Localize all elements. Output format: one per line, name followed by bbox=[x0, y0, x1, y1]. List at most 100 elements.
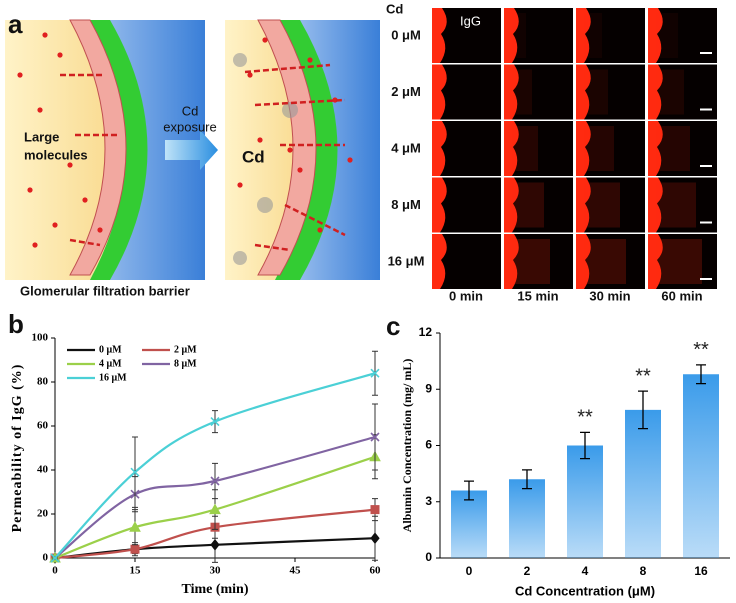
marker bbox=[210, 476, 220, 486]
x-tick-label: 60 bbox=[370, 565, 382, 577]
fluorescence bbox=[432, 121, 447, 176]
fluorescence bbox=[504, 177, 519, 233]
diagram-label: molecules bbox=[24, 147, 88, 162]
diffusion-glow bbox=[656, 239, 702, 284]
legend-label: 4 μM bbox=[99, 358, 122, 369]
significance-label: ** bbox=[635, 365, 651, 387]
arrow bbox=[165, 130, 218, 170]
error-bar bbox=[696, 364, 706, 385]
molecule bbox=[17, 72, 23, 78]
fluorescence bbox=[648, 8, 663, 63]
diffusion-glow bbox=[656, 182, 696, 228]
fluorescence bbox=[576, 121, 591, 176]
x-tick-label: 16 bbox=[694, 564, 708, 578]
diffusion-arrow bbox=[69, 238, 101, 247]
x-tick-label: 15 bbox=[130, 565, 142, 577]
fluorescence bbox=[504, 64, 519, 120]
diffusion-glow bbox=[512, 239, 550, 284]
x-tick-label: 4 bbox=[582, 564, 589, 578]
molecules bbox=[17, 32, 353, 252]
microscopy-header: Cd bbox=[386, 1, 403, 16]
diffusion-glow bbox=[656, 69, 684, 115]
molecule bbox=[97, 227, 103, 233]
diffusion-glow bbox=[656, 13, 678, 58]
microscopy: 0 μM 2 μM 4 μM 8 μM 16 μM 0 min 15 min 30 min 60… bbox=[388, 8, 717, 303]
y-tick-label: 12 bbox=[419, 325, 433, 339]
molecule bbox=[52, 222, 58, 228]
molecule bbox=[32, 242, 38, 248]
marker bbox=[370, 368, 380, 378]
diffusion-glow bbox=[584, 13, 602, 58]
fluorescence bbox=[648, 64, 663, 120]
marker bbox=[210, 417, 220, 427]
column-label: 60 min bbox=[661, 288, 702, 303]
line bbox=[54, 455, 376, 560]
x-tick-label: 45 bbox=[290, 565, 302, 577]
fluorescence bbox=[432, 177, 447, 233]
molecule bbox=[317, 227, 323, 233]
y-tick-label: 3 bbox=[425, 494, 432, 508]
y-tick-label: 6 bbox=[425, 438, 432, 452]
row-label: 2 μM bbox=[391, 84, 421, 99]
x-axis-label: Cd Concentration (μM) bbox=[515, 583, 655, 598]
diffusion-glow bbox=[584, 69, 608, 115]
row-label: 8 μM bbox=[391, 197, 421, 212]
error-bar bbox=[464, 480, 474, 501]
marker bbox=[130, 467, 140, 477]
bar bbox=[683, 374, 719, 558]
stain-label: IgG bbox=[460, 13, 481, 28]
fluorescence bbox=[648, 177, 663, 233]
diffusion-arrow bbox=[244, 63, 331, 74]
fluorescence bbox=[504, 8, 519, 63]
x-axis-label: Time (min) bbox=[181, 582, 248, 597]
diffusion-glow bbox=[512, 69, 532, 115]
bar bbox=[625, 409, 661, 558]
molecule bbox=[57, 52, 63, 58]
molecule bbox=[67, 162, 73, 168]
error-bar bbox=[638, 390, 648, 430]
diagram-caption: Glomerular filtration barrier bbox=[20, 283, 190, 298]
panel-label: a bbox=[8, 9, 23, 39]
y-axis-label: Permeability of IgG (%) bbox=[10, 364, 25, 533]
diffusion-glow bbox=[584, 182, 620, 228]
fluorescence bbox=[576, 234, 591, 289]
molecule bbox=[262, 37, 268, 43]
error-bar bbox=[580, 431, 590, 460]
molecule bbox=[27, 187, 33, 193]
diffusion-arrow bbox=[284, 203, 346, 237]
line bbox=[54, 372, 376, 559]
diffusion-glow bbox=[512, 13, 526, 58]
column-label: 15 min bbox=[517, 288, 558, 303]
molecule bbox=[247, 72, 253, 78]
diffusion-glow bbox=[512, 126, 538, 171]
row-label: 16 μM bbox=[388, 253, 425, 268]
panel-label: c bbox=[386, 311, 400, 341]
x-tick-label: 8 bbox=[640, 564, 647, 578]
diffusion-arrow bbox=[254, 98, 346, 107]
diagram-label: Cd bbox=[182, 103, 199, 118]
fluorescence bbox=[576, 64, 591, 120]
fluorescence bbox=[648, 234, 663, 289]
legend-label: 2 μM bbox=[174, 344, 197, 355]
y-tick-label: 100 bbox=[32, 332, 49, 344]
column-label: 0 min bbox=[449, 288, 483, 303]
marker bbox=[50, 553, 60, 563]
diagram-right bbox=[225, 19, 380, 280]
molecule bbox=[257, 137, 263, 143]
panel-label: b bbox=[8, 309, 24, 339]
molecule bbox=[287, 147, 293, 153]
molecule bbox=[37, 107, 43, 113]
marker bbox=[370, 432, 380, 442]
fluorescence bbox=[576, 177, 591, 233]
legend-label: 0 μM bbox=[99, 344, 122, 355]
diffusion-arrow bbox=[254, 243, 291, 252]
x-tick-label: 2 bbox=[524, 564, 531, 578]
diffusion-glow bbox=[584, 239, 626, 284]
diffusion-glow bbox=[512, 182, 544, 228]
bar bbox=[451, 490, 487, 558]
marker bbox=[129, 521, 141, 532]
legend-label: 8 μM bbox=[174, 358, 197, 369]
molecule bbox=[307, 57, 313, 63]
